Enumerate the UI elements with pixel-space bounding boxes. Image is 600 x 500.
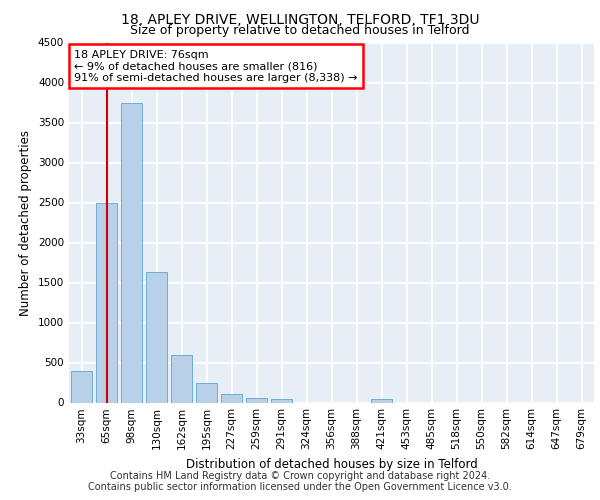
Text: 18, APLEY DRIVE, WELLINGTON, TELFORD, TF1 3DU: 18, APLEY DRIVE, WELLINGTON, TELFORD, TF…: [121, 12, 479, 26]
Bar: [271, 399, 292, 402]
Bar: [371, 398, 392, 402]
Bar: [196, 383, 217, 402]
Bar: [221, 394, 242, 402]
Bar: [121, 102, 142, 403]
Bar: [146, 272, 167, 402]
Bar: [246, 398, 267, 402]
Y-axis label: Number of detached properties: Number of detached properties: [19, 130, 32, 316]
Bar: [96, 202, 117, 402]
Bar: [171, 356, 192, 403]
Text: Contains HM Land Registry data © Crown copyright and database right 2024.
Contai: Contains HM Land Registry data © Crown c…: [88, 471, 512, 492]
Bar: [71, 372, 92, 402]
Text: Size of property relative to detached houses in Telford: Size of property relative to detached ho…: [130, 24, 470, 37]
Text: 18 APLEY DRIVE: 76sqm
← 9% of detached houses are smaller (816)
91% of semi-deta: 18 APLEY DRIVE: 76sqm ← 9% of detached h…: [74, 50, 358, 83]
X-axis label: Distribution of detached houses by size in Telford: Distribution of detached houses by size …: [185, 458, 478, 471]
